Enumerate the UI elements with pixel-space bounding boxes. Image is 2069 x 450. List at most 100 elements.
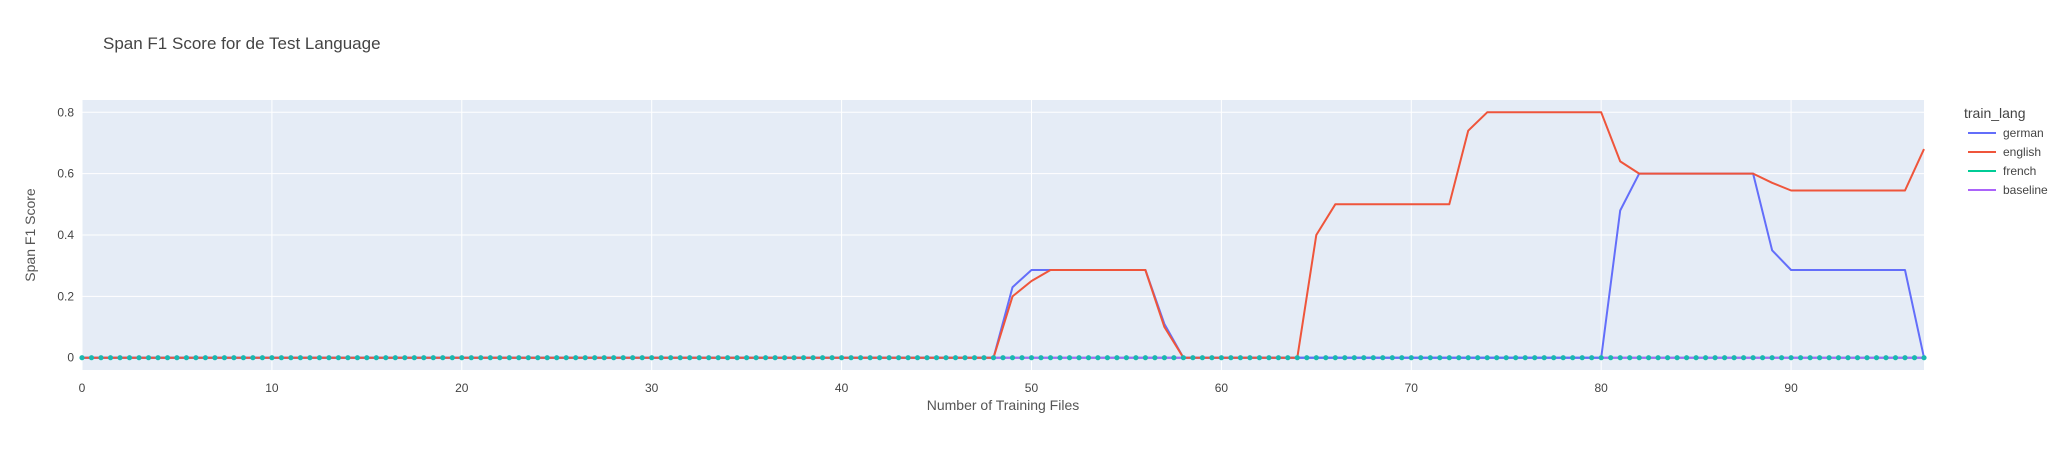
baseline-marker — [1323, 355, 1329, 361]
legend-label-english: english — [2003, 145, 2041, 159]
baseline-marker — [392, 355, 398, 361]
baseline-marker — [971, 355, 978, 361]
baseline-marker — [240, 355, 246, 361]
baseline-marker — [1475, 355, 1481, 361]
baseline-marker — [1247, 355, 1253, 361]
baseline-marker — [1788, 355, 1794, 361]
baseline-marker — [1199, 355, 1205, 361]
baseline-marker — [1313, 355, 1319, 361]
baseline-marker — [867, 355, 873, 361]
baseline-marker — [1570, 355, 1576, 361]
baseline-marker — [1522, 355, 1528, 361]
baseline-marker — [1873, 355, 1880, 361]
baseline-marker — [1779, 355, 1785, 361]
baseline-marker — [1133, 355, 1139, 361]
legend-label-french: french — [2003, 164, 2036, 178]
baseline-marker — [1741, 355, 1747, 361]
baseline-marker — [430, 355, 436, 361]
baseline-marker — [278, 355, 284, 361]
baseline-marker — [1854, 355, 1861, 361]
baseline-marker — [1674, 355, 1680, 361]
baseline-marker — [905, 355, 911, 361]
baseline-marker — [1551, 355, 1557, 361]
baseline-marker — [155, 355, 161, 361]
baseline-marker — [1399, 355, 1405, 361]
baseline-marker — [1427, 355, 1433, 361]
baseline-marker — [1266, 355, 1272, 361]
x-tick-label: 70 — [1405, 381, 1419, 395]
baseline-marker — [1883, 355, 1889, 361]
baseline-marker — [1218, 355, 1224, 361]
legend-label-baseline: baseline — [2003, 183, 2048, 197]
chart-title: Span F1 Score for de Test Language — [103, 34, 381, 53]
baseline-marker — [924, 355, 930, 361]
legend-title: train_lang — [1964, 105, 2026, 121]
baseline-marker — [1864, 355, 1870, 361]
baseline-marker — [1047, 355, 1054, 361]
legend: train_lang german english french baseline — [1964, 105, 2048, 197]
y-axis-label: Span F1 Score — [22, 188, 38, 282]
baseline-marker — [1332, 355, 1338, 361]
baseline-marker — [1627, 355, 1633, 361]
baseline-marker — [297, 355, 303, 361]
baseline-marker — [772, 355, 778, 361]
baseline-marker — [677, 355, 683, 361]
baseline-marker — [79, 355, 85, 361]
baseline-marker — [1646, 355, 1652, 361]
baseline-marker — [1000, 355, 1006, 361]
baseline-marker — [715, 355, 721, 361]
baseline-marker — [1798, 355, 1804, 361]
baseline-marker — [630, 355, 636, 361]
baseline-marker — [943, 355, 949, 361]
baseline-marker — [668, 355, 674, 361]
baseline-marker — [1237, 355, 1243, 361]
baseline-marker — [1465, 355, 1471, 361]
baseline-marker — [611, 355, 617, 361]
baseline-marker — [373, 355, 379, 361]
baseline-marker — [1817, 355, 1823, 361]
baseline-marker — [1019, 355, 1025, 361]
baseline-marker — [1370, 355, 1376, 361]
baseline-marker — [1142, 355, 1148, 361]
y-tick-label: 0.2 — [57, 289, 74, 303]
baseline-marker — [886, 355, 892, 361]
baseline-marker — [269, 355, 275, 361]
x-tick-label: 0 — [79, 381, 86, 395]
baseline-marker — [1028, 355, 1035, 361]
x-tick-label: 10 — [265, 381, 279, 395]
baseline-marker — [763, 355, 769, 361]
y-tick-label: 0.6 — [57, 167, 74, 181]
baseline-marker — [487, 355, 493, 361]
baseline-marker — [1703, 355, 1709, 361]
baseline-marker — [1342, 355, 1348, 361]
baseline-marker — [1921, 355, 1927, 361]
baseline-marker — [449, 355, 455, 361]
baseline-marker — [1038, 355, 1044, 361]
baseline-marker — [1285, 355, 1291, 361]
baseline-marker — [1484, 355, 1490, 361]
baseline-marker — [1066, 355, 1073, 361]
baseline-marker — [1911, 355, 1918, 361]
baseline-marker — [1209, 355, 1215, 361]
baseline-marker — [1361, 355, 1367, 361]
x-axis-label: Number of Training Files — [927, 397, 1080, 413]
tick-labels: 0 10 20 30 40 50 60 70 80 90 0 0.2 0.4 0.6 0.8 — [57, 105, 1798, 395]
baseline-marker — [1494, 355, 1500, 361]
baseline-marker — [411, 355, 417, 361]
baseline-marker — [316, 355, 322, 361]
baseline-marker — [990, 355, 997, 361]
baseline-marker — [1408, 355, 1414, 361]
baseline-marker — [164, 355, 171, 361]
baseline-marker — [183, 355, 189, 361]
baseline-marker — [791, 355, 797, 361]
baseline-marker — [126, 355, 133, 361]
baseline-marker — [136, 355, 142, 361]
baseline-marker — [1693, 355, 1699, 361]
baseline-marker — [259, 355, 265, 361]
series-lines — [79, 111, 1927, 361]
baseline-marker — [1351, 355, 1357, 361]
baseline-marker — [1095, 355, 1101, 361]
baseline-marker — [725, 355, 731, 361]
baseline-marker — [753, 355, 759, 361]
series-line-english — [82, 111, 1925, 359]
